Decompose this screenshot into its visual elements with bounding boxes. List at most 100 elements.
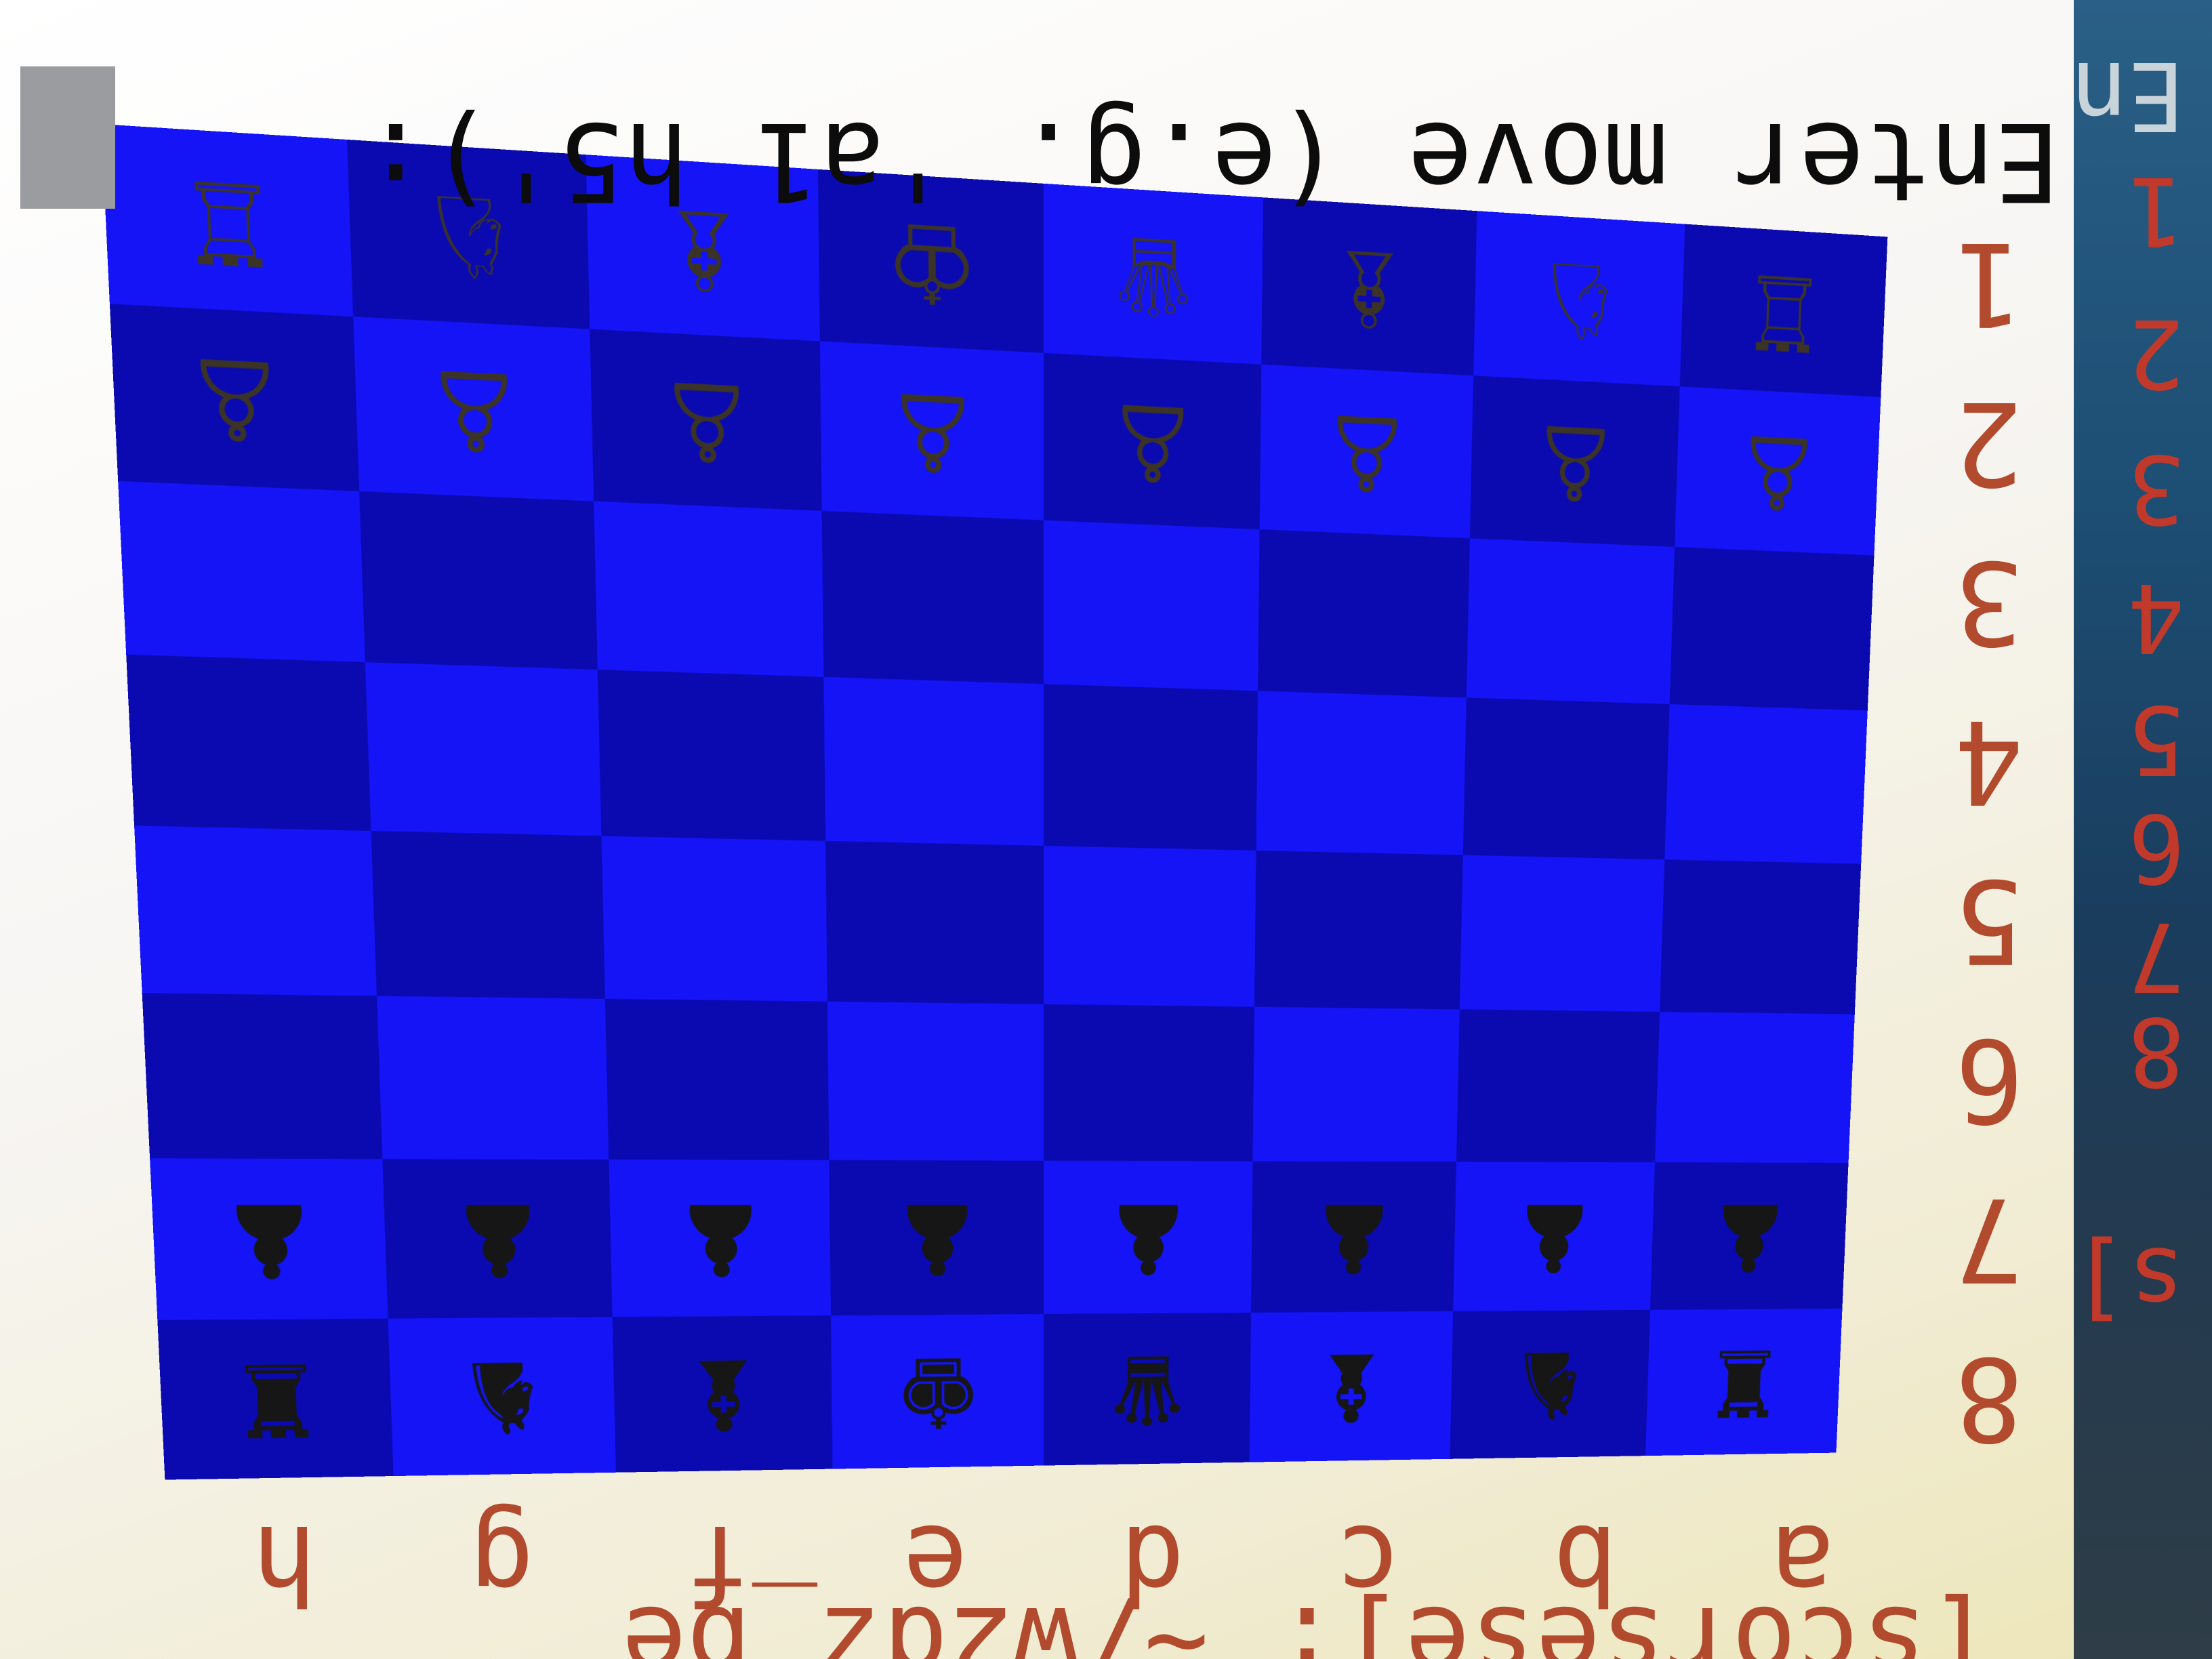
chess-piece[interactable]: ♟	[449, 1181, 548, 1298]
square-d8[interactable]: ♛	[1044, 1313, 1251, 1466]
chess-piece[interactable]: ♟	[218, 1180, 321, 1299]
square-f3[interactable]	[594, 501, 824, 678]
square-h5[interactable]	[134, 825, 377, 997]
square-c2[interactable]: ♙	[1259, 365, 1474, 539]
chess-piece[interactable]: ♖	[1739, 249, 1829, 373]
square-d3[interactable]	[1044, 520, 1260, 691]
chess-piece[interactable]: ♙	[1107, 379, 1199, 505]
square-e6[interactable]	[827, 1002, 1044, 1161]
square-b8[interactable]: ♞	[1450, 1310, 1650, 1459]
square-f7[interactable]: ♟	[609, 1159, 831, 1317]
square-h1[interactable]: ♖	[101, 124, 354, 317]
square-e3[interactable]	[821, 510, 1044, 684]
chess-piece[interactable]: ♜	[226, 1340, 327, 1458]
terminal-cursor[interactable]	[20, 66, 115, 209]
chess-piece[interactable]: ♟	[674, 1181, 768, 1296]
square-a5[interactable]	[1660, 859, 1862, 1015]
square-h7[interactable]: ♟	[150, 1158, 388, 1321]
square-c6[interactable]	[1252, 1007, 1460, 1162]
square-g8[interactable]: ♞	[388, 1317, 616, 1477]
square-b3[interactable]	[1466, 538, 1675, 705]
square-f5[interactable]	[601, 836, 827, 1002]
square-a8[interactable]: ♜	[1645, 1309, 1843, 1456]
square-c4[interactable]	[1256, 691, 1467, 855]
square-f4[interactable]	[597, 670, 826, 841]
file-label-c: c	[1336, 1501, 1402, 1628]
square-g3[interactable]	[359, 491, 598, 670]
chess-piece[interactable]: ♘	[1534, 237, 1625, 363]
square-e2[interactable]: ♙	[819, 341, 1044, 520]
square-c3[interactable]	[1258, 529, 1470, 698]
square-b1[interactable]: ♘	[1473, 211, 1685, 387]
square-f8[interactable]: ♝	[612, 1315, 833, 1473]
square-d5[interactable]	[1044, 846, 1256, 1008]
square-h8[interactable]: ♜	[157, 1319, 394, 1480]
chess-piece[interactable]: ♙	[423, 344, 526, 476]
square-f2[interactable]: ♙	[590, 329, 822, 511]
chess-piece[interactable]: ♙	[182, 331, 289, 466]
chess-piece[interactable]: ♟	[1104, 1181, 1193, 1294]
chess-piece[interactable]: ♝	[676, 1336, 771, 1451]
file-label-e: e	[902, 1501, 968, 1628]
chess-piece[interactable]: ♜	[1702, 1328, 1786, 1436]
square-g4[interactable]	[365, 662, 602, 836]
background-line: En	[2074, 40, 2185, 150]
rank-label-1: 1	[1954, 216, 2024, 350]
square-h3[interactable]	[118, 480, 365, 663]
square-b5[interactable]	[1459, 855, 1665, 1012]
chess-piece[interactable]: ♙	[1734, 411, 1822, 532]
square-g7[interactable]: ♟	[382, 1159, 613, 1319]
square-e4[interactable]	[823, 677, 1044, 846]
chess-piece[interactable]: ♙	[657, 356, 756, 486]
chess-piece[interactable]: ♙	[1321, 390, 1412, 514]
chess-piece[interactable]: ♟	[1310, 1181, 1398, 1293]
chess-piece[interactable]: ♛	[1103, 1333, 1191, 1445]
square-g2[interactable]: ♙	[353, 316, 594, 501]
square-c7[interactable]: ♟	[1250, 1161, 1456, 1313]
file-label-b: b	[1553, 1501, 1619, 1628]
chess-piece[interactable]: ♗	[1324, 224, 1416, 351]
square-d4[interactable]	[1044, 684, 1258, 851]
chess-piece[interactable]: ♖	[174, 152, 283, 290]
background-terminal-window: En 1 2 3 4 5 6 7 8 s]	[2074, 0, 2212, 1659]
square-h2[interactable]: ♙	[109, 304, 360, 491]
square-d7[interactable]: ♟	[1044, 1160, 1253, 1315]
square-b6[interactable]	[1456, 1009, 1660, 1163]
square-a1[interactable]: ♖	[1679, 224, 1888, 398]
square-a6[interactable]	[1654, 1012, 1855, 1163]
square-a7[interactable]: ♟	[1650, 1162, 1849, 1311]
square-d2[interactable]: ♙	[1044, 353, 1262, 530]
square-d6[interactable]	[1044, 1004, 1254, 1162]
square-f6[interactable]	[605, 999, 830, 1160]
square-g5[interactable]	[371, 831, 605, 1000]
square-b2[interactable]: ♙	[1469, 375, 1680, 548]
rank-label-6: 6	[1954, 1012, 2024, 1147]
square-a4[interactable]	[1664, 704, 1868, 864]
background-line: 1	[2127, 155, 2185, 266]
square-g6[interactable]	[376, 996, 609, 1160]
chess-piece[interactable]: ♙	[1530, 401, 1620, 523]
square-h4[interactable]	[126, 655, 371, 832]
background-line: s]	[2074, 1226, 2185, 1336]
square-h6[interactable]	[142, 993, 383, 1160]
chess-piece[interactable]: ♞	[454, 1338, 552, 1454]
square-a3[interactable]	[1669, 547, 1875, 711]
chess-piece[interactable]: ♚	[893, 1335, 983, 1448]
square-c5[interactable]	[1254, 850, 1463, 1010]
chess-piece[interactable]: ♞	[1507, 1330, 1593, 1439]
square-e5[interactable]	[825, 840, 1044, 1005]
chess-piece[interactable]: ♟	[892, 1181, 983, 1295]
square-c8[interactable]: ♝	[1249, 1311, 1454, 1462]
chess-piece[interactable]: ♟	[1706, 1182, 1793, 1290]
square-e8[interactable]: ♚	[830, 1314, 1044, 1469]
chess-piece[interactable]: ♝	[1308, 1332, 1395, 1442]
square-b7[interactable]: ♟	[1453, 1162, 1655, 1312]
chess-piece[interactable]: ♙	[885, 367, 980, 495]
square-e7[interactable]: ♟	[829, 1160, 1044, 1316]
file-label-g: g	[468, 1501, 535, 1628]
square-b4[interactable]	[1462, 697, 1670, 860]
square-a2[interactable]: ♙	[1675, 386, 1881, 556]
chess-piece[interactable]: ♟	[1511, 1182, 1597, 1292]
chess-terminal: [scorsese]: ~/w2dz_be a b c d e f g h 8 …	[20, 66, 2060, 1659]
chess-piece[interactable]: ♕	[1107, 210, 1200, 340]
